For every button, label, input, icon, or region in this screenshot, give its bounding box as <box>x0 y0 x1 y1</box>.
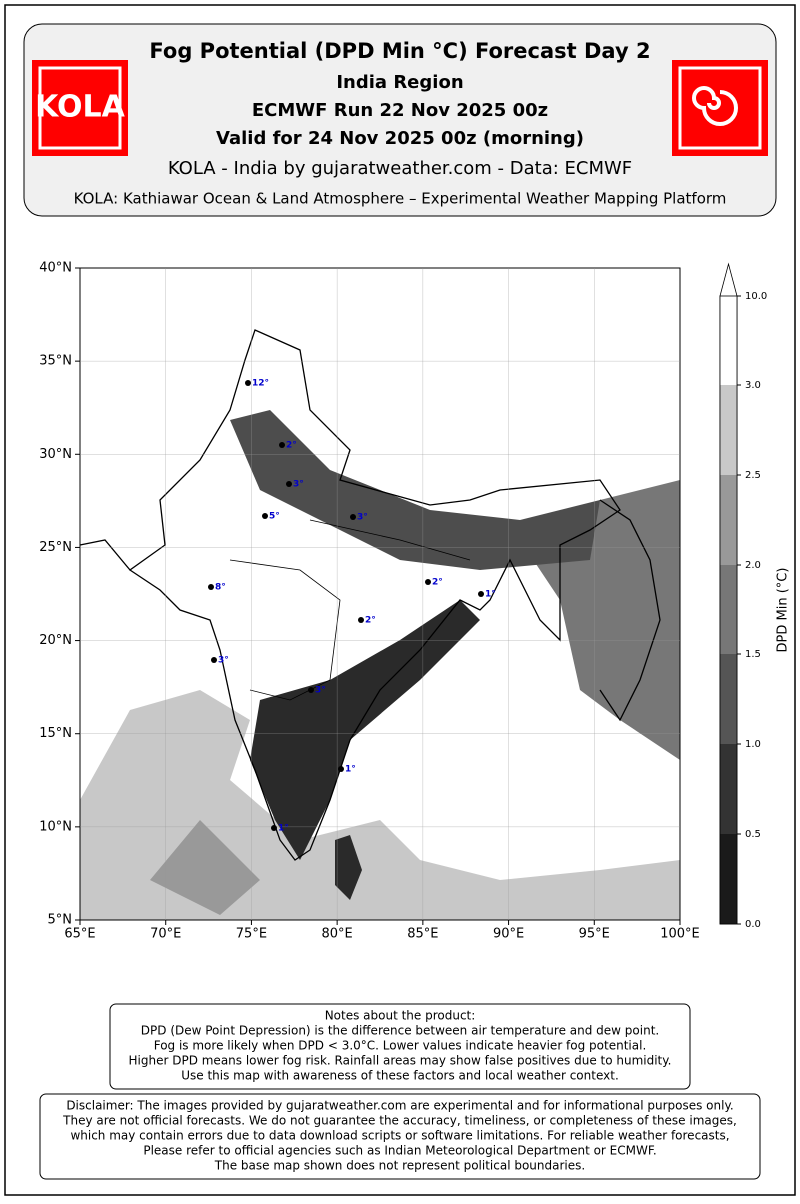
city-dot <box>262 513 268 519</box>
colorbar-segment <box>720 385 737 475</box>
colorbar-segment <box>720 834 737 924</box>
city-label: 1° <box>345 765 356 775</box>
city-label: 8° <box>215 583 226 593</box>
city-dot <box>286 481 292 487</box>
y-tick-label: 40°N <box>39 261 72 276</box>
city-label: 2° <box>286 441 297 451</box>
city-dot <box>425 579 431 585</box>
y-tick-label: 20°N <box>39 633 72 648</box>
logo-frame <box>678 66 762 150</box>
x-tick-label: 90°E <box>493 927 524 942</box>
colorbar-outline <box>719 295 738 925</box>
title: Fog Potential (DPD Min °C) Forecast Day … <box>149 39 650 63</box>
logo-right <box>672 60 768 156</box>
notes-line: Use this map with awareness of these fac… <box>181 1069 619 1083</box>
colorbar-tick-label: 2.0 <box>745 560 761 571</box>
city-label: 3° <box>218 656 229 666</box>
colorbar-segment <box>720 565 737 654</box>
logo-left <box>32 60 128 156</box>
state-outline <box>229 559 341 701</box>
disclaimer-box <box>39 1093 761 1180</box>
city-dot <box>271 825 277 831</box>
colorbar-segment <box>720 296 737 385</box>
city-dot <box>211 657 217 663</box>
city-label: 2° <box>432 578 443 588</box>
city-label: 1° <box>485 590 496 600</box>
credit: KOLA - India by gujaratweather.com - Dat… <box>168 158 632 179</box>
city-label: 12° <box>252 379 269 389</box>
disclaimer-line: The base map shown does not represent po… <box>214 1159 585 1173</box>
valid: Valid for 24 Nov 2025 00z (morning) <box>216 128 584 149</box>
city-dot <box>338 766 344 772</box>
colorbar-segment <box>720 744 737 834</box>
country-outline <box>128 329 621 861</box>
city-dot <box>279 442 285 448</box>
notes-line: Notes about the product: <box>325 1009 476 1023</box>
x-tick-label: 65°E <box>64 927 95 942</box>
city-dot <box>350 514 356 520</box>
y-tick-label: 10°N <box>39 819 72 834</box>
y-tick-label: 25°N <box>39 540 72 555</box>
city-dot <box>478 591 484 597</box>
header-box <box>23 23 777 217</box>
colorbar-tick-label: 0.5 <box>745 829 761 840</box>
y-tick-label: 15°N <box>39 726 72 741</box>
colorbar-tick-label: 2.5 <box>745 470 761 481</box>
shade <box>230 410 600 570</box>
colorbar-tick-label: 1.0 <box>745 739 761 750</box>
country-outline <box>599 499 661 722</box>
notes-line: DPD (Dew Point Depression) is the differ… <box>141 1024 659 1038</box>
x-tick-label: 75°E <box>236 927 267 942</box>
run: ECMWF Run 22 Nov 2025 00z <box>252 100 548 121</box>
platform: KOLA: Kathiawar Ocean & Land Atmosphere … <box>74 190 727 208</box>
colorbar-label: DPD Min (°C) <box>776 568 791 653</box>
x-tick-label: 70°E <box>150 927 181 942</box>
city-dot <box>308 687 314 693</box>
city-dot <box>208 584 214 590</box>
logo-frame <box>38 66 122 150</box>
city-label: 3° <box>357 513 368 523</box>
colorbar-segment <box>720 654 737 744</box>
shade <box>335 835 362 900</box>
city-dot <box>245 380 251 386</box>
disclaimer-line: which may contain errors due to data dow… <box>70 1129 729 1143</box>
map-frame <box>79 267 681 921</box>
colorbar-tick-label: 3.0 <box>745 380 761 391</box>
city-dot <box>358 617 364 623</box>
colorbar-segment <box>720 475 737 565</box>
x-tick-label: 80°E <box>322 927 353 942</box>
notes-line: Fog is more likely when DPD < 3.0°C. Low… <box>154 1039 647 1053</box>
logo-text: KOLA <box>35 90 126 125</box>
city-label: 3° <box>315 686 326 696</box>
x-tick-label: 85°E <box>407 927 438 942</box>
colorbar-tick-label: 1.5 <box>745 649 761 660</box>
country-outline <box>79 539 131 571</box>
state-outline <box>309 519 471 561</box>
x-tick-label: 100°E <box>660 927 700 942</box>
notes-line: Higher DPD means lower fog risk. Rainfal… <box>129 1054 672 1068</box>
disclaimer-line: Disclaimer: The images provided by gujar… <box>66 1099 733 1113</box>
disclaimer-line: They are not official forecasts. We do n… <box>62 1114 737 1128</box>
x-tick-label: 95°E <box>579 927 610 942</box>
shade <box>250 600 480 860</box>
city-label: 3° <box>293 480 304 490</box>
colorbar-tick-label: 10.0 <box>745 291 767 302</box>
disclaimer-line: Please refer to official agencies such a… <box>143 1144 656 1158</box>
city-label: 5° <box>269 512 280 522</box>
notes-box <box>109 1003 691 1090</box>
city-label: 2° <box>365 616 376 626</box>
y-tick-label: 35°N <box>39 354 72 369</box>
map <box>79 267 681 921</box>
region: India Region <box>336 72 463 93</box>
shade <box>150 820 260 915</box>
y-tick-label: 30°N <box>39 447 72 462</box>
y-tick-label: 5°N <box>48 913 73 928</box>
city-label: 1° <box>278 824 289 834</box>
logo-swirl <box>692 86 738 126</box>
colorbar-extend <box>719 262 738 297</box>
colorbar-tick-label: 0.0 <box>745 919 761 930</box>
